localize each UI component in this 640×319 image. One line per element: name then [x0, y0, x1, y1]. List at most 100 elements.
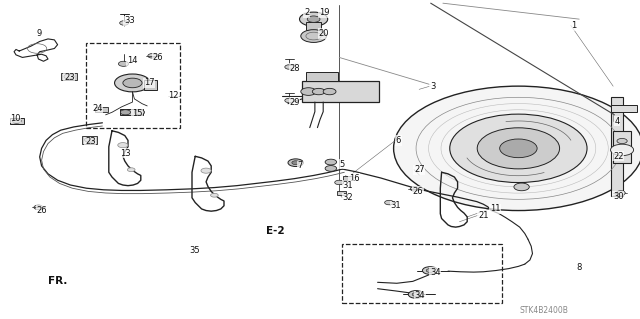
- Bar: [337, 191, 346, 195]
- Circle shape: [34, 205, 43, 210]
- Circle shape: [307, 16, 320, 22]
- Circle shape: [120, 110, 131, 115]
- Bar: [120, 109, 143, 115]
- Text: 2: 2: [304, 8, 309, 17]
- Text: 28: 28: [289, 64, 300, 73]
- Circle shape: [408, 291, 424, 298]
- Text: 31: 31: [342, 181, 353, 189]
- Circle shape: [335, 180, 344, 185]
- Bar: [82, 136, 97, 144]
- Circle shape: [118, 143, 128, 148]
- Text: 17: 17: [144, 78, 155, 87]
- Text: 26: 26: [152, 53, 163, 62]
- Text: 9: 9: [36, 29, 42, 38]
- Bar: [611, 97, 623, 196]
- Text: 19: 19: [319, 8, 329, 17]
- Circle shape: [394, 86, 640, 211]
- Bar: [306, 72, 338, 81]
- Text: 30: 30: [613, 192, 624, 201]
- Text: 4: 4: [614, 117, 620, 126]
- Bar: [342, 244, 502, 303]
- Text: 29: 29: [289, 98, 300, 107]
- Text: 12: 12: [168, 91, 178, 100]
- Circle shape: [148, 54, 157, 58]
- Bar: [306, 22, 321, 30]
- Circle shape: [288, 159, 303, 167]
- Circle shape: [127, 168, 135, 172]
- Text: 10: 10: [10, 114, 20, 122]
- Circle shape: [412, 293, 420, 296]
- Circle shape: [120, 21, 129, 25]
- Circle shape: [617, 138, 627, 144]
- Text: 26: 26: [413, 187, 424, 196]
- Circle shape: [115, 74, 150, 92]
- Text: 6: 6: [396, 136, 401, 145]
- Circle shape: [285, 65, 294, 69]
- Text: 20: 20: [319, 29, 329, 38]
- Text: 34: 34: [415, 291, 426, 300]
- Bar: [95, 107, 108, 112]
- Circle shape: [325, 159, 337, 165]
- Text: 11: 11: [490, 204, 500, 213]
- Text: 15: 15: [132, 109, 142, 118]
- Text: 21: 21: [478, 211, 488, 220]
- Circle shape: [64, 74, 74, 79]
- Circle shape: [201, 168, 211, 173]
- Bar: [86, 43, 180, 128]
- Text: 23: 23: [64, 73, 75, 82]
- Bar: [302, 81, 379, 102]
- Text: 22: 22: [613, 152, 623, 161]
- Text: 16: 16: [349, 174, 360, 183]
- Circle shape: [134, 110, 145, 115]
- Text: 3: 3: [430, 82, 435, 91]
- Circle shape: [500, 139, 537, 158]
- Bar: [243, 0, 461, 57]
- Text: 8: 8: [576, 263, 581, 272]
- Circle shape: [514, 183, 529, 191]
- Circle shape: [211, 193, 218, 197]
- Text: 14: 14: [127, 56, 137, 65]
- Text: 31: 31: [390, 201, 401, 210]
- Text: E-2: E-2: [266, 226, 285, 236]
- Text: 34: 34: [430, 268, 441, 277]
- Circle shape: [84, 137, 95, 142]
- Circle shape: [301, 30, 326, 42]
- Bar: [613, 131, 631, 163]
- Circle shape: [477, 128, 559, 169]
- Bar: [61, 73, 77, 80]
- Circle shape: [323, 88, 336, 95]
- Circle shape: [426, 269, 434, 272]
- Bar: [343, 176, 352, 180]
- Text: 23: 23: [85, 137, 96, 146]
- Text: 13: 13: [120, 149, 131, 158]
- Circle shape: [312, 88, 325, 95]
- Circle shape: [385, 200, 394, 205]
- Bar: [144, 80, 157, 90]
- Text: 5: 5: [339, 160, 344, 169]
- Circle shape: [285, 98, 294, 103]
- Text: 24: 24: [92, 104, 102, 113]
- Circle shape: [616, 191, 625, 195]
- Circle shape: [410, 187, 419, 191]
- Bar: [10, 118, 24, 124]
- Text: STK4B2400B: STK4B2400B: [520, 306, 568, 315]
- Circle shape: [611, 144, 634, 156]
- Circle shape: [300, 12, 328, 26]
- Text: 7: 7: [298, 161, 303, 170]
- Text: FR.: FR.: [48, 276, 67, 286]
- Text: 35: 35: [189, 246, 200, 255]
- Bar: [611, 105, 637, 112]
- Text: 26: 26: [36, 206, 47, 215]
- Circle shape: [301, 88, 316, 95]
- Text: 32: 32: [342, 193, 353, 202]
- Circle shape: [118, 61, 129, 66]
- Circle shape: [422, 267, 438, 274]
- Text: 27: 27: [414, 165, 425, 174]
- Circle shape: [450, 114, 587, 182]
- Circle shape: [325, 166, 337, 171]
- Circle shape: [123, 78, 142, 88]
- Text: 33: 33: [124, 16, 135, 25]
- Circle shape: [12, 119, 21, 123]
- Circle shape: [292, 161, 300, 165]
- Text: 1: 1: [571, 21, 576, 30]
